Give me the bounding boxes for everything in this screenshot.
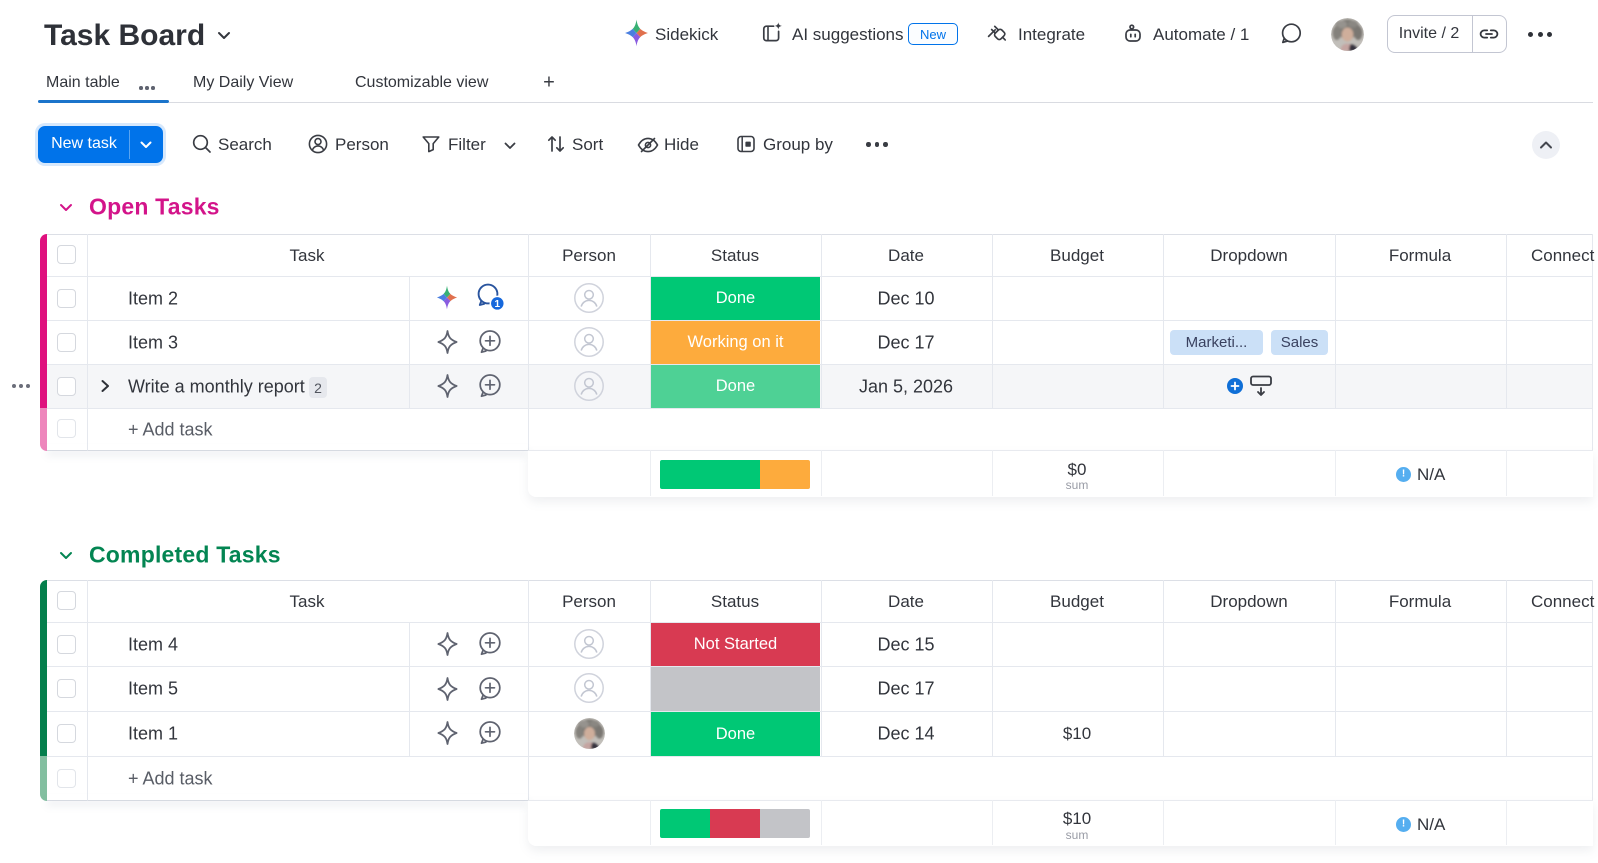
svg-text:1: 1 — [495, 299, 501, 310]
